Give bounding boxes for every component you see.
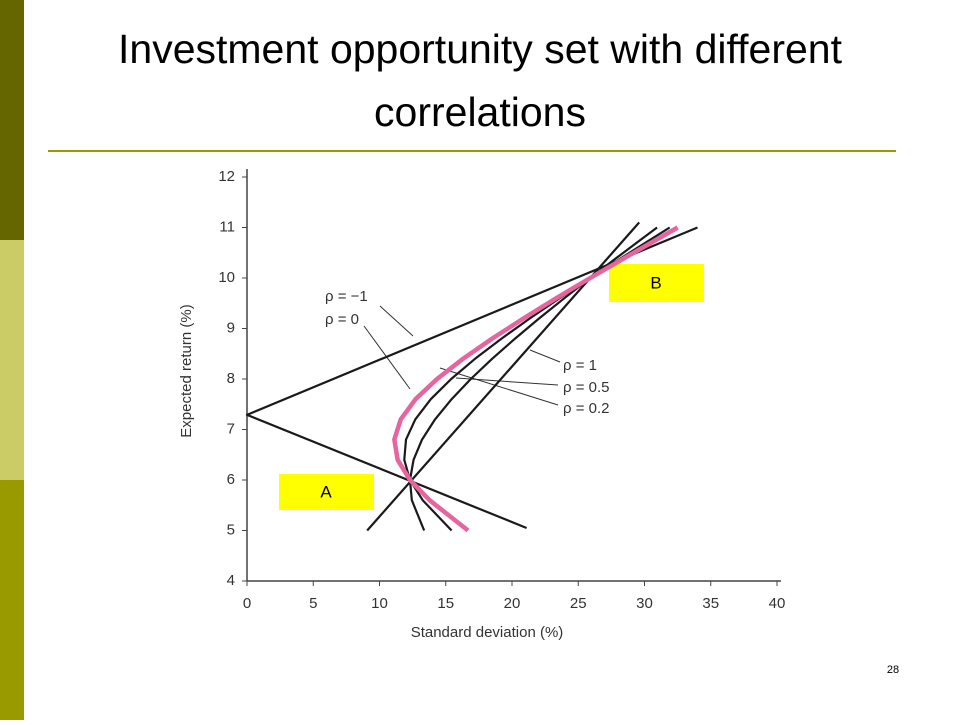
x-tick-label: 25 xyxy=(570,595,587,612)
x-axis-label: Standard deviation (%) xyxy=(411,624,564,641)
y-tick-label: 9 xyxy=(227,319,235,336)
x-tick-label: 35 xyxy=(702,595,719,612)
side-bar xyxy=(0,240,24,480)
series-label: ρ = 0.5 xyxy=(563,379,609,396)
y-tick-label: 6 xyxy=(227,471,235,488)
slide-title: Investment opportunity set with differen… xyxy=(118,26,842,135)
series-label: ρ = −1 xyxy=(325,288,368,305)
side-bar xyxy=(0,0,24,240)
annotation: A xyxy=(320,482,332,501)
annotation-box xyxy=(609,264,704,302)
x-tick-label: 20 xyxy=(504,595,521,612)
title-box: Investment opportunity set with differen… xyxy=(118,26,842,135)
series-label: ρ = 1 xyxy=(563,357,597,374)
x-tick-label: 40 xyxy=(769,595,786,612)
slide-number: 28 xyxy=(887,664,899,676)
series-label: ρ = 0.2 xyxy=(563,400,609,417)
series-label: ρ = 0 xyxy=(325,311,359,328)
arrow xyxy=(529,349,561,363)
y-tick-label: 4 xyxy=(227,572,235,589)
x-tick-label: 30 xyxy=(636,595,653,612)
arrow xyxy=(379,305,414,337)
y-axis-label: Expected return (%) xyxy=(178,304,195,437)
side-bar xyxy=(0,480,24,720)
series-line xyxy=(392,225,679,533)
arrows xyxy=(363,305,561,406)
y-tick-label: 7 xyxy=(227,420,235,437)
y-tick-label: 5 xyxy=(227,521,235,538)
y-tick-label: 10 xyxy=(218,269,235,286)
y-tick-label: 11 xyxy=(219,218,235,235)
annotation: B xyxy=(650,273,661,292)
x-tick-label: 0 xyxy=(243,595,251,612)
x-tick-label: 10 xyxy=(371,595,388,612)
y-tick-label: 12 xyxy=(218,168,235,185)
x-tick-label: 15 xyxy=(437,595,454,612)
annotation-box xyxy=(279,474,374,510)
x-tick-label: 5 xyxy=(309,595,317,612)
arrow xyxy=(439,367,559,406)
y-tick-label: 8 xyxy=(227,370,235,387)
series-line xyxy=(366,221,641,532)
series-line xyxy=(245,226,698,529)
arrow xyxy=(455,377,559,386)
